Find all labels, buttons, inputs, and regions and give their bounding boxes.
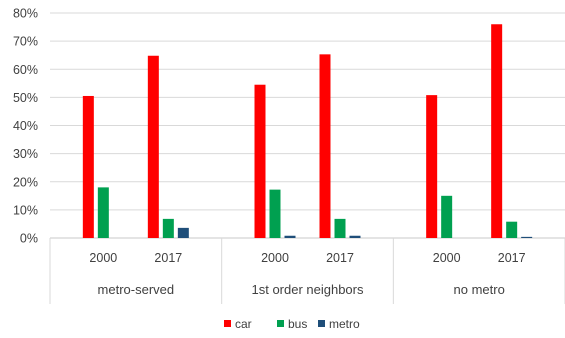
bar-car	[319, 54, 331, 238]
legend-swatch-bus	[277, 320, 284, 327]
y-tick-label: 10%	[13, 203, 38, 217]
legend-label-car: car	[235, 317, 252, 331]
x-tick-label-year: 2017	[154, 251, 182, 265]
y-tick-label: 20%	[13, 175, 38, 189]
y-tick-label: 80%	[13, 7, 38, 21]
y-tick-label: 0%	[20, 232, 38, 246]
bar-metro	[521, 236, 533, 238]
bar-bus	[441, 195, 453, 238]
legend: car bus metro	[224, 317, 360, 331]
legend-label-metro: metro	[329, 317, 360, 331]
x-tick-label-year: 2017	[498, 251, 526, 265]
bar-car	[82, 95, 94, 238]
bar-metro	[349, 235, 361, 238]
bar-car	[426, 95, 438, 238]
x-axis: 2000 2017 2000 2017 2000 2017 metro-served 1st …	[49, 238, 565, 304]
x-tick-label-year: 2000	[261, 251, 289, 265]
bar-metro	[177, 227, 189, 238]
x-group-label: no metro	[454, 282, 505, 297]
y-tick-label: 30%	[13, 147, 38, 161]
y-tick-label: 60%	[13, 63, 38, 77]
bar-car	[254, 84, 266, 238]
y-tick-label: 70%	[13, 35, 38, 49]
x-group-label: 1st order neighbors	[251, 282, 364, 297]
bar-car	[147, 55, 159, 238]
x-tick-label-year: 2000	[89, 251, 117, 265]
y-axis-tick-labels: 0% 10% 20% 30% 40% 50% 60% 70% 80%	[13, 7, 38, 246]
gridlines	[50, 12, 565, 239]
legend-swatch-metro	[318, 320, 325, 327]
bar-metro	[284, 235, 296, 238]
bar-bus	[506, 221, 518, 238]
bar-bus	[334, 218, 346, 238]
x-tick-label-year: 2017	[326, 251, 354, 265]
x-tick-label-year: 2000	[433, 251, 461, 265]
bar-bus	[97, 187, 109, 238]
y-tick-label: 50%	[13, 91, 38, 105]
bar-bus	[162, 218, 174, 238]
legend-label-bus: bus	[288, 317, 307, 331]
x-group-label: metro-served	[98, 282, 175, 297]
y-tick-label: 40%	[13, 119, 38, 133]
legend-swatch-car	[224, 320, 231, 327]
bar-bus	[269, 189, 281, 238]
bar-car	[491, 24, 503, 238]
bars	[82, 24, 533, 238]
